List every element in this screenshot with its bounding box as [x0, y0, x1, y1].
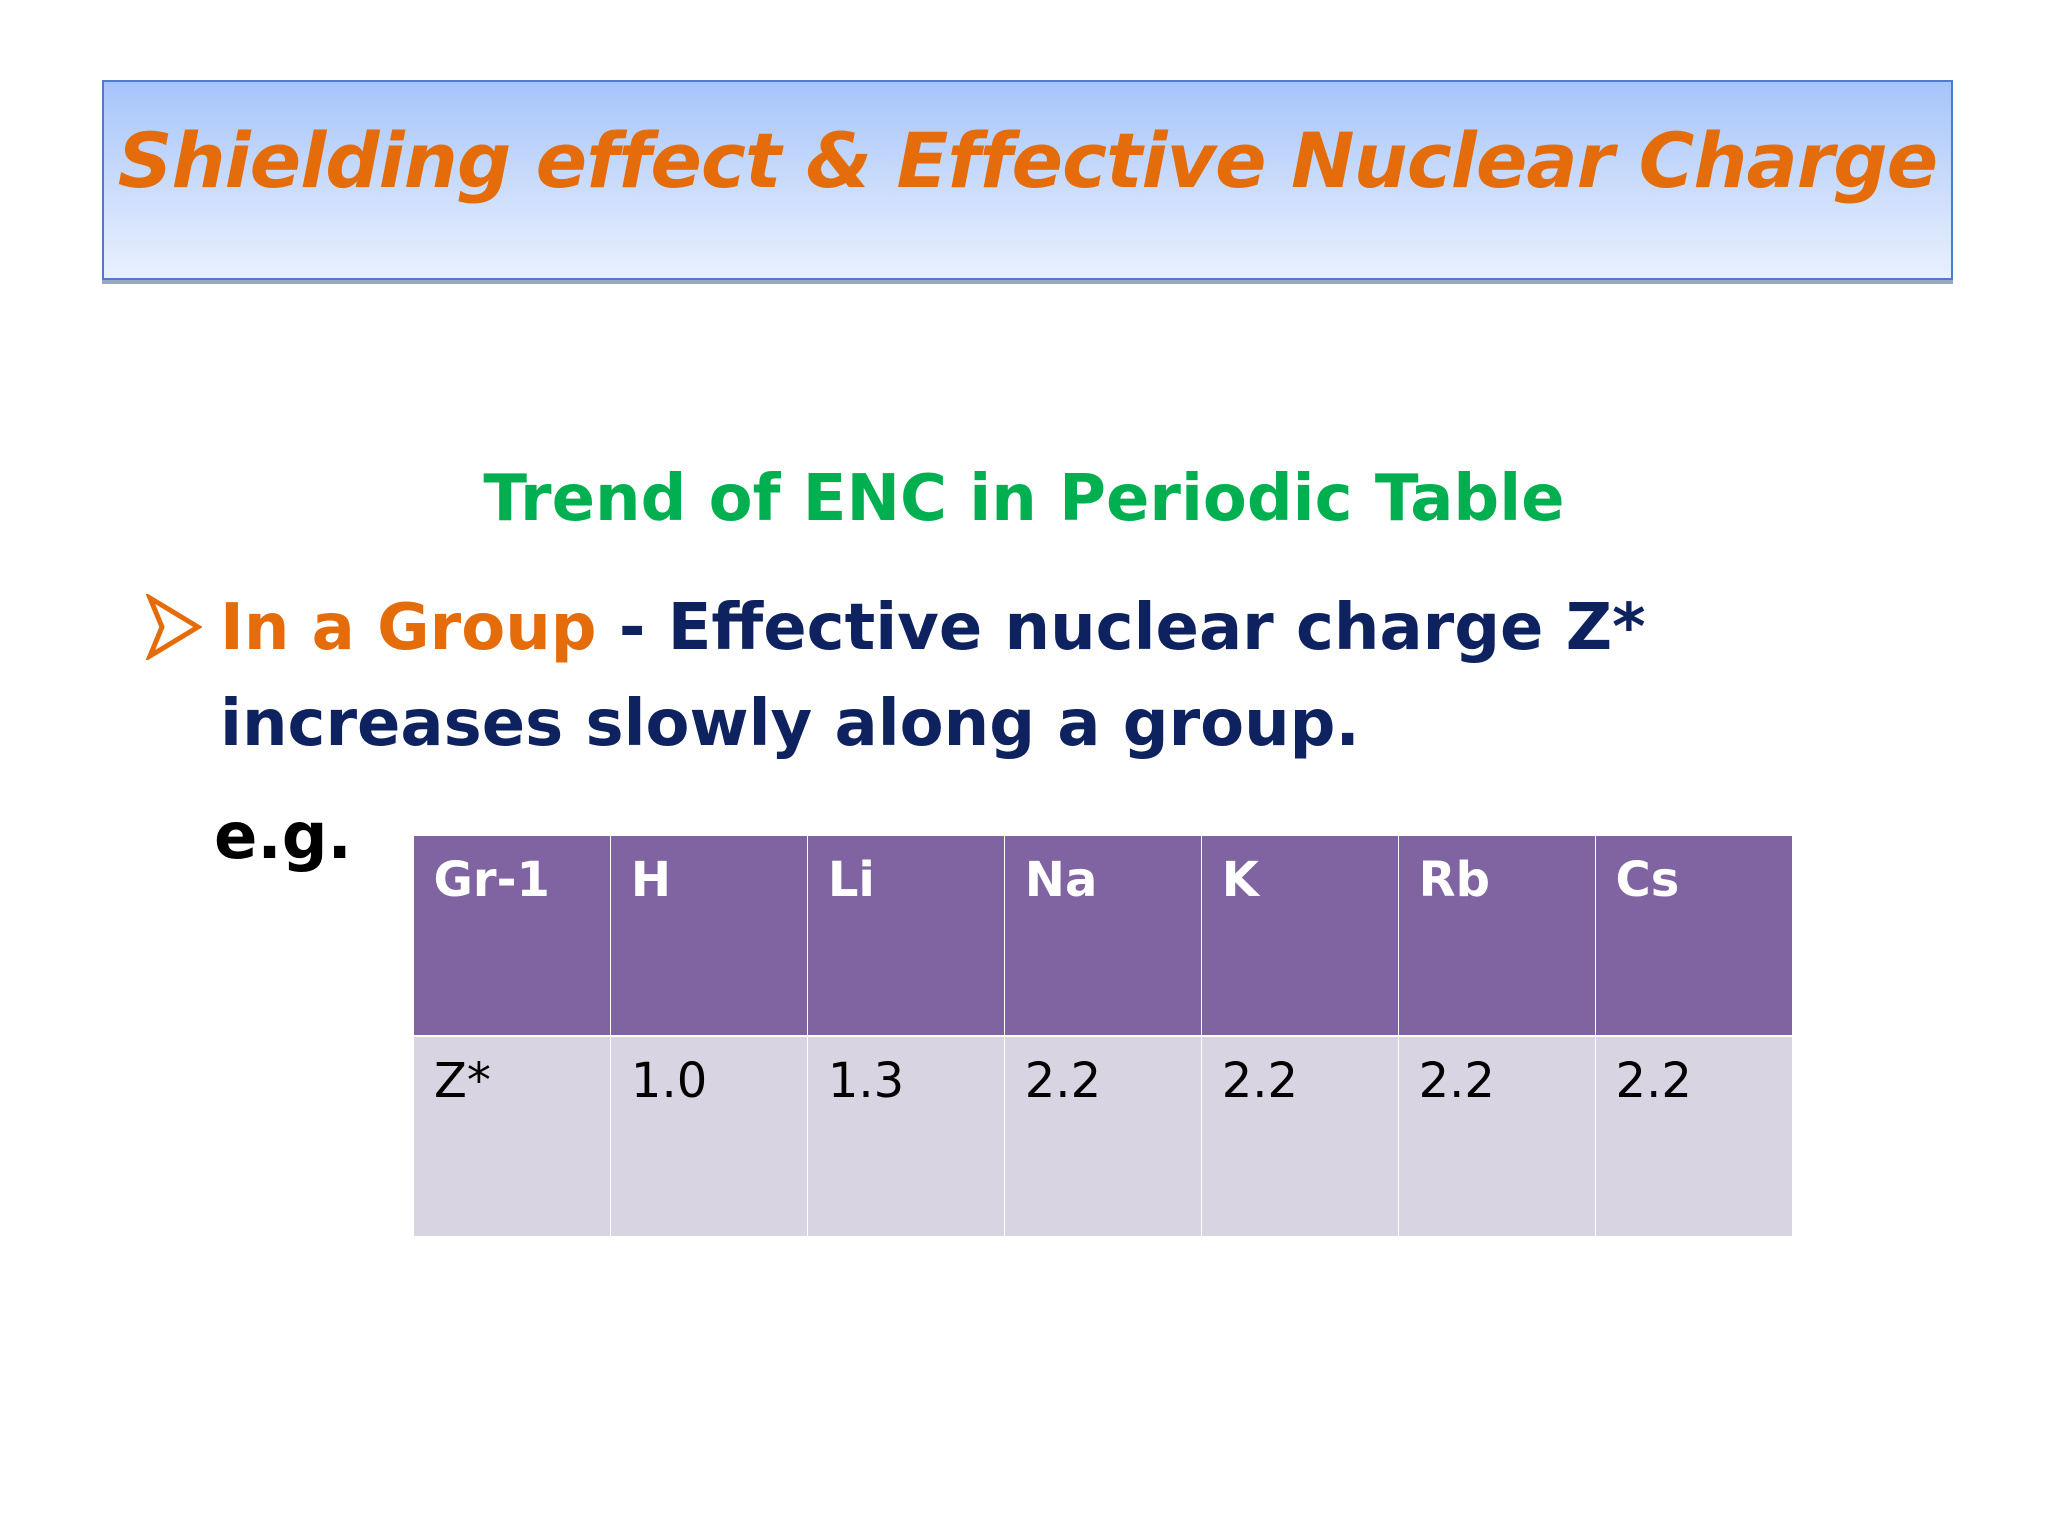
value-cell: 2.2 — [1594, 1036, 1792, 1236]
table-header-row: Gr-1 H Li Na K Rb Cs — [413, 836, 1792, 1037]
arrow-bullet-icon — [146, 594, 202, 660]
bullet-text: In a Group - Effective nuclear charge Z*… — [220, 580, 1960, 772]
header-cell: K — [1200, 836, 1399, 1037]
enc-table: Gr-1 H Li Na K Rb Cs Z* 1.0 1.3 2.2 2.2 … — [413, 836, 1792, 1236]
header-cell: Li — [806, 836, 1005, 1037]
header-cell: H — [609, 836, 808, 1037]
table-row: Z* 1.0 1.3 2.2 2.2 2.2 2.2 — [413, 1036, 1792, 1236]
section-subtitle: Trend of ENC in Periodic Table — [483, 462, 1565, 536]
header-cell: Gr-1 — [413, 836, 611, 1037]
value-cell: Z* — [413, 1036, 611, 1236]
bullet-body: - Effective nuclear charge Z* increases … — [220, 591, 1646, 761]
value-cell: 2.2 — [1200, 1036, 1399, 1236]
value-cell: 1.3 — [806, 1036, 1005, 1236]
value-cell: 2.2 — [1397, 1036, 1596, 1236]
value-cell: 2.2 — [1003, 1036, 1202, 1236]
title-box: Shielding effect & Effective Nuclear Cha… — [102, 80, 1953, 280]
bullet-emphasis: In a Group — [220, 591, 597, 665]
slide-title: Shielding effect & Effective Nuclear Cha… — [117, 115, 1938, 205]
example-label: e.g. — [214, 800, 352, 874]
value-cell: 1.0 — [609, 1036, 808, 1236]
header-cell: Cs — [1594, 836, 1792, 1037]
header-cell: Na — [1003, 836, 1202, 1037]
header-cell: Rb — [1397, 836, 1596, 1037]
